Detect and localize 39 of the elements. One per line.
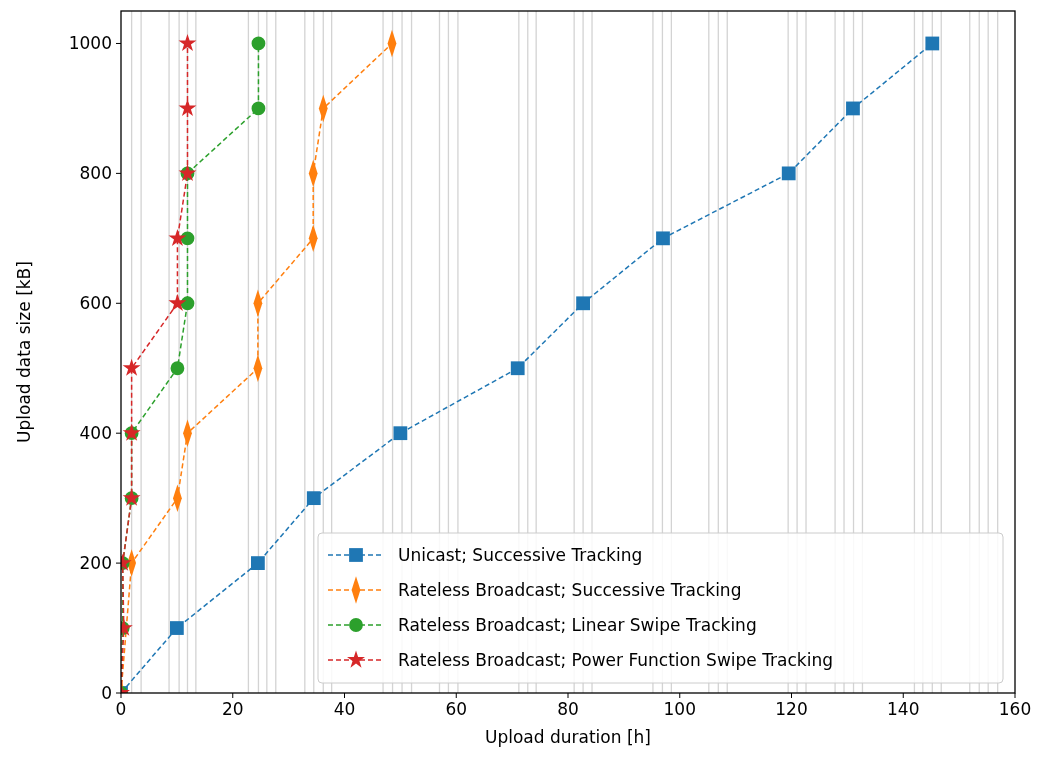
point — [925, 36, 940, 51]
x-tick-label: 120 — [775, 699, 808, 719]
point — [576, 296, 590, 311]
y-tick-label: 1000 — [68, 33, 112, 54]
point — [846, 101, 860, 116]
legend-label: Rateless Broadcast; Linear Swipe Tracking — [398, 614, 757, 635]
y-tick-label: 600 — [79, 293, 112, 314]
x-tick-label: 80 — [557, 699, 579, 719]
point — [178, 98, 197, 117]
y-axis-title: Upload data size [kB] — [14, 261, 34, 443]
point — [510, 361, 525, 376]
x-tick-label: 0 — [115, 699, 127, 719]
x-tick-label: 100 — [663, 699, 696, 719]
legend-label: Rateless Broadcast; Successive Tracking — [398, 579, 742, 600]
x-tick-label: 20 — [221, 699, 244, 719]
point — [781, 166, 796, 181]
point — [168, 293, 187, 311]
x-tick-label: 140 — [887, 699, 920, 719]
point — [168, 228, 187, 246]
y-tick-label: 800 — [79, 163, 112, 184]
point — [656, 231, 670, 246]
y-tick-label: 200 — [79, 553, 112, 574]
x-axis-title: Upload duration [h] — [485, 727, 651, 747]
x-tick-label: 60 — [445, 699, 468, 719]
point — [169, 621, 184, 635]
legend-label: Rateless Broadcast; Power Function Swipe Tracking — [398, 649, 833, 670]
point — [306, 491, 321, 506]
point — [251, 36, 266, 51]
y-tick-label: 400 — [79, 423, 112, 444]
point — [251, 556, 265, 570]
point — [251, 101, 266, 116]
legend-label: Unicast; Successive Tracking — [398, 544, 643, 565]
point — [170, 361, 185, 376]
point — [178, 34, 197, 52]
point — [122, 358, 141, 376]
x-tick-label: 160 — [998, 699, 1032, 719]
y-tick-label: 0 — [101, 682, 112, 703]
x-tick-label: 40 — [333, 699, 356, 719]
point — [393, 426, 408, 441]
